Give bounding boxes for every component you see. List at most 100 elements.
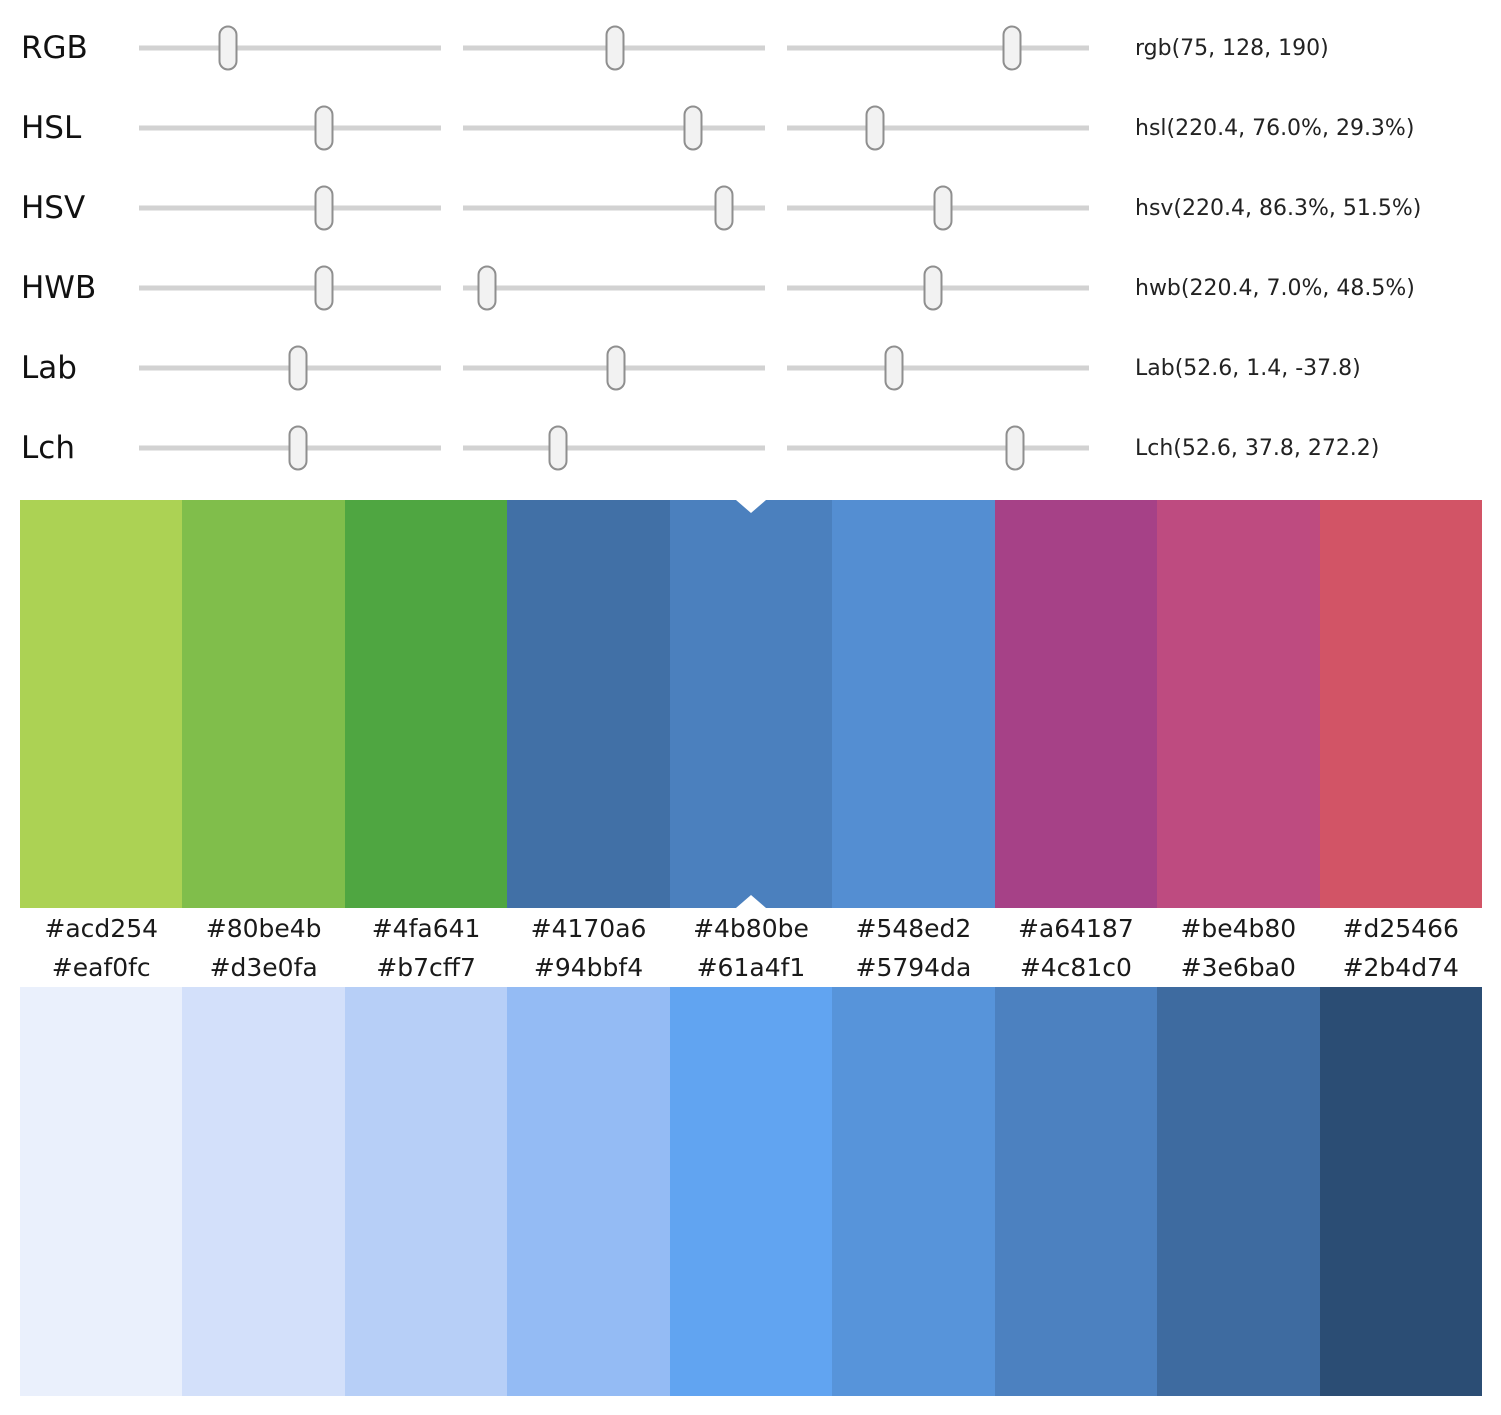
swatch-bottom-6[interactable] bbox=[994, 987, 1158, 1396]
slider-hwb-w[interactable] bbox=[463, 262, 765, 314]
slider-thumb[interactable] bbox=[714, 185, 734, 231]
hex-label-bottom-1: #d3e0fa bbox=[209, 953, 318, 982]
slider-rgb-b[interactable] bbox=[787, 22, 1089, 74]
slider-thumb[interactable] bbox=[314, 265, 334, 311]
slider-value-hwb: hwb(220.4, 7.0%, 48.5%) bbox=[1135, 275, 1415, 301]
palette-top bbox=[20, 500, 1482, 908]
slider-track[interactable] bbox=[463, 285, 765, 291]
slider-thumb[interactable] bbox=[548, 425, 568, 471]
selected-swatch-marker-bottom bbox=[735, 895, 766, 908]
slider-thumb[interactable] bbox=[606, 345, 626, 391]
slider-hsl-h[interactable] bbox=[139, 102, 441, 154]
swatch-bottom-4[interactable] bbox=[669, 987, 833, 1396]
slider-track[interactable] bbox=[463, 445, 765, 451]
hex-label-top-5: #548ed2 bbox=[855, 913, 972, 943]
slider-label-lch: Lch bbox=[21, 430, 75, 466]
slider-lab-b[interactable] bbox=[787, 342, 1089, 394]
slider-thumb[interactable] bbox=[605, 25, 625, 71]
slider-thumb[interactable] bbox=[218, 25, 238, 71]
slider-rgb-g[interactable] bbox=[463, 22, 765, 74]
slider-hwb-b[interactable] bbox=[787, 262, 1089, 314]
slider-row-hsv: HSV hsv(220.4, 86.3%, 51.5%) bbox=[21, 168, 1501, 248]
swatch-bottom-8[interactable] bbox=[1319, 987, 1482, 1396]
slider-track[interactable] bbox=[139, 45, 441, 51]
swatch-bottom-5[interactable] bbox=[832, 987, 995, 1396]
slider-row-lch: Lch Lch(52.6, 37.8, 272.2) bbox=[21, 408, 1501, 488]
slider-thumb[interactable] bbox=[477, 265, 497, 311]
hex-labels-top: #acd254 #80be4b #4fa641 #4170a6 #4b80be … bbox=[20, 908, 1482, 948]
slider-track[interactable] bbox=[787, 45, 1089, 51]
swatch-bottom-0[interactable] bbox=[20, 987, 183, 1396]
swatch-top-6[interactable] bbox=[994, 500, 1158, 908]
slider-thumb[interactable] bbox=[923, 265, 943, 311]
hex-label-top-7: #be4b80 bbox=[1180, 913, 1297, 943]
slider-track[interactable] bbox=[139, 125, 441, 131]
hex-label-top-0: #acd254 bbox=[44, 913, 159, 943]
slider-label-hwb: HWB bbox=[21, 270, 97, 306]
hex-labels-bottom: #eaf0fc #d3e0fa #b7cff7 #94bbf4 #61a4f1 … bbox=[20, 948, 1482, 987]
palette-bottom bbox=[20, 987, 1482, 1396]
slider-hwb-h[interactable] bbox=[139, 262, 441, 314]
hex-label-bottom-6: #4c81c0 bbox=[1019, 953, 1132, 982]
swatch-bottom-1[interactable] bbox=[182, 987, 345, 1396]
hex-label-bottom-7: #3e6ba0 bbox=[1180, 953, 1296, 982]
slider-lab-l[interactable] bbox=[139, 342, 441, 394]
swatch-top-4[interactable] bbox=[669, 500, 833, 908]
slider-thumb[interactable] bbox=[865, 105, 885, 151]
slider-value-rgb: rgb(75, 128, 190) bbox=[1135, 35, 1329, 61]
slider-hsv-s[interactable] bbox=[463, 182, 765, 234]
slider-track[interactable] bbox=[139, 205, 441, 211]
slider-lch-l[interactable] bbox=[139, 422, 441, 474]
hex-label-top-3: #4170a6 bbox=[530, 913, 647, 943]
swatch-bottom-7[interactable] bbox=[1157, 987, 1320, 1396]
slider-hsv-h[interactable] bbox=[139, 182, 441, 234]
selected-swatch-marker-top bbox=[735, 500, 766, 513]
slider-track[interactable] bbox=[787, 125, 1089, 131]
slider-label-hsv: HSV bbox=[21, 190, 86, 226]
slider-row-rgb: RGB rgb(75, 128, 190) bbox=[21, 8, 1501, 88]
slider-lch-c[interactable] bbox=[463, 422, 765, 474]
slider-track[interactable] bbox=[787, 365, 1089, 371]
slider-lab-a[interactable] bbox=[463, 342, 765, 394]
swatch-top-3[interactable] bbox=[507, 500, 670, 908]
swatch-bottom-2[interactable] bbox=[344, 987, 508, 1396]
slider-thumb[interactable] bbox=[884, 345, 904, 391]
swatch-top-7[interactable] bbox=[1157, 500, 1320, 908]
swatch-top-8[interactable] bbox=[1319, 500, 1482, 908]
slider-thumb[interactable] bbox=[288, 345, 308, 391]
hex-label-bottom-2: #b7cff7 bbox=[376, 953, 476, 982]
slider-track[interactable] bbox=[463, 125, 765, 131]
slider-value-hsl: hsl(220.4, 76.0%, 29.3%) bbox=[1135, 115, 1415, 141]
hex-label-bottom-5: #5794da bbox=[855, 953, 972, 982]
slider-thumb[interactable] bbox=[314, 105, 334, 151]
hex-label-top-4: #4b80be bbox=[693, 913, 809, 943]
slider-label-lab: Lab bbox=[21, 350, 77, 386]
slider-thumb[interactable] bbox=[683, 105, 703, 151]
slider-track[interactable] bbox=[787, 445, 1089, 451]
swatch-bottom-3[interactable] bbox=[507, 987, 670, 1396]
swatch-top-2[interactable] bbox=[344, 500, 508, 908]
slider-hsl-s[interactable] bbox=[463, 102, 765, 154]
slider-value-lab: Lab(52.6, 1.4, -37.8) bbox=[1135, 355, 1361, 381]
slider-hsl-l[interactable] bbox=[787, 102, 1089, 154]
slider-thumb[interactable] bbox=[1005, 425, 1025, 471]
slider-label-hsl: HSL bbox=[21, 110, 82, 146]
slider-rgb-r[interactable] bbox=[139, 22, 441, 74]
slider-row-lab: Lab Lab(52.6, 1.4, -37.8) bbox=[21, 328, 1501, 408]
slider-track[interactable] bbox=[463, 205, 765, 211]
slider-thumb[interactable] bbox=[1002, 25, 1022, 71]
slider-thumb[interactable] bbox=[314, 185, 334, 231]
swatch-top-5[interactable] bbox=[832, 500, 995, 908]
slider-lch-h[interactable] bbox=[787, 422, 1089, 474]
slider-thumb[interactable] bbox=[933, 185, 953, 231]
swatch-top-1[interactable] bbox=[182, 500, 345, 908]
swatch-top-0[interactable] bbox=[20, 500, 183, 908]
slider-label-rgb: RGB bbox=[21, 30, 88, 66]
hex-label-top-8: #d25466 bbox=[1342, 913, 1459, 943]
slider-thumb[interactable] bbox=[288, 425, 308, 471]
hex-label-bottom-3: #94bbf4 bbox=[533, 953, 644, 982]
slider-track[interactable] bbox=[139, 285, 441, 291]
hex-label-top-6: #a64187 bbox=[1017, 913, 1134, 943]
slider-row-hsl: HSL hsl(220.4, 76.0%, 29.3%) bbox=[21, 88, 1501, 168]
slider-hsv-v[interactable] bbox=[787, 182, 1089, 234]
